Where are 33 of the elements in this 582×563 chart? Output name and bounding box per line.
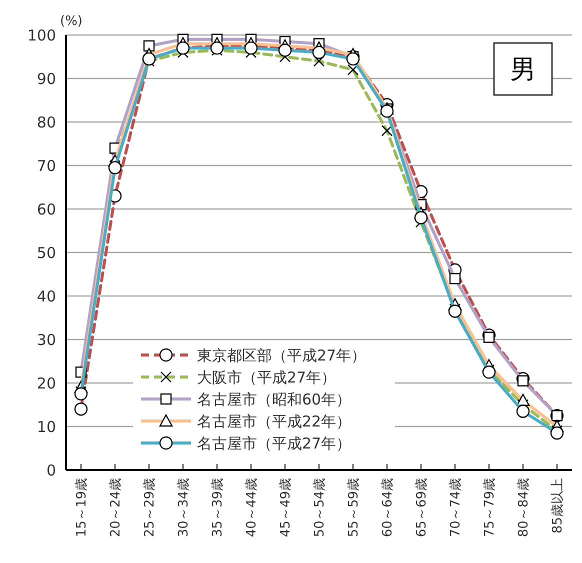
x-tick-label: 70～74歳 (448, 478, 464, 538)
legend-label: 名古屋市（平成22年） (197, 412, 352, 430)
legend-label: 名古屋市（平成27年） (197, 434, 352, 452)
x-tick-label: 15～19歳 (74, 478, 90, 538)
y-tick-label: 80 (36, 113, 56, 132)
x-tick-label: 75～79歳 (482, 478, 498, 538)
y-tick-label: 10 (36, 418, 56, 436)
annotation: 男 (510, 55, 536, 86)
x-tick-label: 80～84歳 (516, 478, 532, 538)
y-tick-label: 50 (36, 244, 56, 262)
y-tick-label: 40 (36, 287, 56, 306)
x-tick-label: 85歳以上 (550, 478, 566, 534)
x-tick-label: 45～49歳 (278, 478, 294, 538)
x-tick-label: 20～24歳 (108, 478, 124, 538)
x-tick-label: 30～34歳 (176, 478, 192, 538)
x-tick-label: 65～69歳 (414, 478, 430, 538)
y-axis-title: (%) (60, 14, 82, 29)
y-tick-label: 0 (46, 461, 56, 480)
x-tick-label: 35～39歳 (210, 478, 226, 538)
x-tick-label: 60～64歳 (380, 478, 396, 538)
x-tick-label: 50～54歳 (312, 478, 328, 538)
y-tick-label: 20 (36, 374, 56, 392)
legend-label: 名古屋市（昭和60年） (197, 390, 352, 408)
y-tick-label: 70 (36, 156, 56, 175)
y-tick-label: 100 (27, 26, 56, 44)
y-tick-label: 30 (36, 330, 56, 349)
legend-label: 大阪市（平成27年） (197, 368, 336, 386)
x-tick-label: 55～59歳 (346, 478, 362, 538)
y-tick-label: 60 (36, 200, 56, 218)
y-tick-label: 90 (36, 70, 56, 88)
x-tick-label: 25～29歳 (142, 478, 158, 538)
x-tick-label: 40～44歳 (244, 478, 260, 538)
legend-label: 東京都区部（平成27年） (197, 346, 366, 364)
